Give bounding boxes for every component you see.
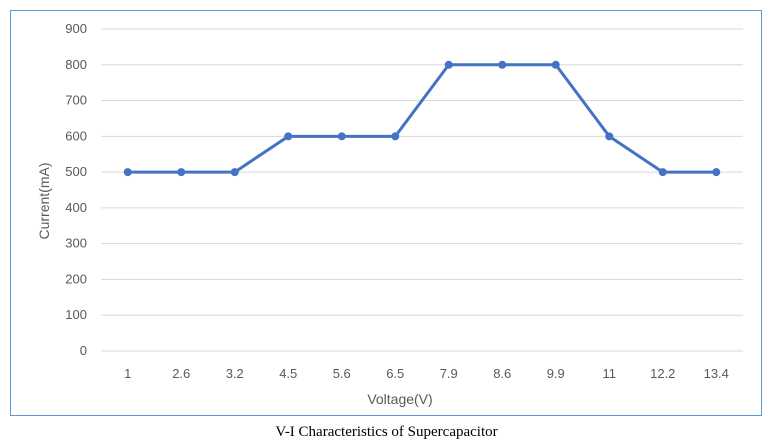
- line-chart: 0 100 200 300 400 500 600 700 800 900 1 2.6 3.2 4.5 5…: [36, 21, 743, 407]
- y-tick-label: 400: [65, 200, 87, 215]
- data-points: [123, 60, 721, 177]
- x-tick-label: 8.6: [493, 366, 511, 381]
- data-point: [498, 60, 507, 69]
- data-point: [230, 168, 239, 177]
- y-tick-label: 300: [65, 236, 87, 251]
- chart-frame: 0 100 200 300 400 500 600 700 800 900 1 2.6 3.2 4.5 5…: [10, 10, 762, 416]
- x-tick-label: 4.5: [279, 366, 297, 381]
- y-tick-label: 900: [65, 21, 87, 36]
- x-tick-label: 12.2: [650, 366, 675, 381]
- y-tick-label: 0: [80, 343, 87, 358]
- y-tick-label: 200: [65, 271, 87, 286]
- data-point: [658, 168, 667, 177]
- data-point: [337, 132, 346, 141]
- gridlines: [101, 28, 743, 352]
- data-point: [123, 168, 132, 177]
- series-line: [127, 63, 717, 174]
- data-point: [391, 132, 400, 141]
- x-axis-title: Voltage(V): [367, 391, 432, 407]
- data-point: [444, 60, 453, 69]
- figure-caption: V-I Characteristics of Supercapacitor: [275, 424, 498, 440]
- x-tick-label: 11: [603, 366, 617, 381]
- y-axis-title: Current(mA): [36, 162, 52, 239]
- data-point: [177, 168, 186, 177]
- y-tick-labels: 0 100 200 300 400 500 600 700 800 900: [65, 21, 87, 358]
- data-point: [551, 60, 560, 69]
- y-tick-label: 500: [65, 164, 87, 179]
- x-tick-labels: 1 2.6 3.2 4.5 5.6 6.5 7.9 8.6 9.9 11 12.2 13.4: [124, 366, 729, 381]
- x-tick-label: 5.6: [333, 366, 351, 381]
- x-tick-label: 6.5: [386, 366, 404, 381]
- y-tick-label: 600: [65, 128, 87, 143]
- x-tick-label: 7.9: [440, 366, 458, 381]
- x-tick-label: 2.6: [172, 366, 190, 381]
- x-tick-label: 3.2: [226, 366, 244, 381]
- y-tick-label: 800: [65, 57, 87, 72]
- x-tick-label: 1: [124, 366, 131, 381]
- data-point: [605, 132, 614, 141]
- y-tick-label: 100: [65, 307, 87, 322]
- y-tick-label: 700: [65, 93, 87, 108]
- data-point: [712, 168, 721, 177]
- data-point: [284, 132, 293, 141]
- x-tick-label: 13.4: [704, 366, 729, 381]
- x-tick-label: 9.9: [547, 366, 565, 381]
